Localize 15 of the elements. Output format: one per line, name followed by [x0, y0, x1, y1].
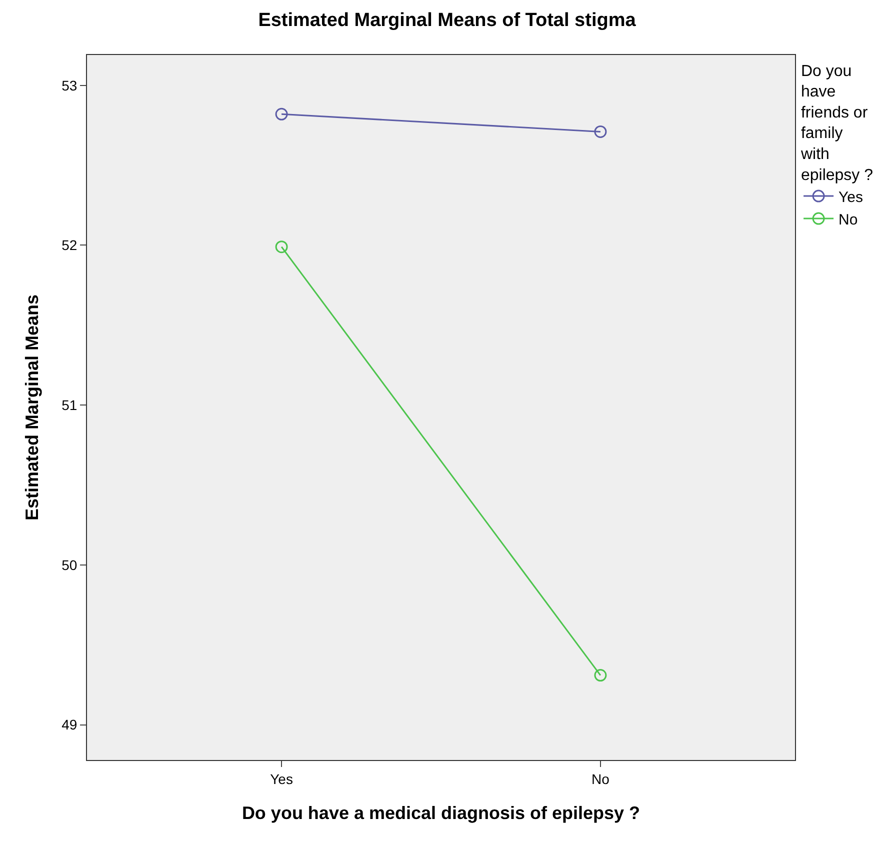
- y-axis-title: Estimated Marginal Means: [22, 294, 42, 521]
- point: [275, 240, 288, 254]
- y-tick-label: 53: [62, 77, 78, 94]
- point: [594, 669, 607, 682]
- legend-title: Do you have friends or family with epilepsy ?: [800, 62, 874, 184]
- y-tick-label: 51: [62, 397, 78, 413]
- legend-label: No: [838, 211, 858, 228]
- y-tick-label: 50: [62, 556, 78, 573]
- x-axis-title: Do you have a medical diagnosis of epilepsy ?: [242, 802, 640, 823]
- chart-title: Estimated Marginal Means of Total stigma: [258, 10, 636, 31]
- legend-label: Yes: [838, 188, 864, 206]
- point: [594, 125, 607, 138]
- y-tick-label: 52: [62, 237, 78, 254]
- y-tick-label: 49: [62, 716, 78, 733]
- point: [275, 108, 288, 120]
